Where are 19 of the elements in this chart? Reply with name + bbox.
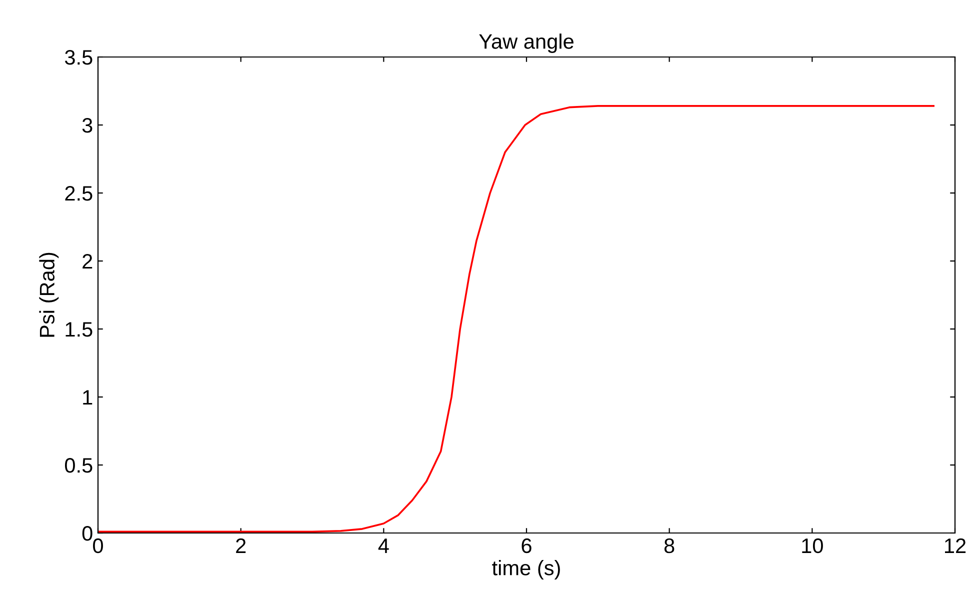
chart-title: Yaw angle	[479, 34, 574, 53]
x-tick-label: 4	[378, 538, 389, 553]
y-tick-label: 2.5	[65, 186, 92, 201]
x-tick-label: 10	[802, 538, 823, 554]
y-axis-title: Psi (Rad)	[39, 252, 59, 337]
x-tick-label: 12	[945, 538, 966, 553]
y-tick-label: 1	[83, 390, 92, 405]
y-tick-label: 3	[82, 118, 92, 133]
y-tick-label: 0.5	[64, 458, 92, 473]
y-tick-label: 0	[82, 526, 92, 541]
x-axis-title: time (s)	[492, 560, 560, 580]
y-tick-label: 3.5	[64, 50, 92, 65]
x-tick-label: 8	[664, 538, 674, 554]
line-series	[98, 105, 934, 533]
y-tick-label: 1.5	[66, 322, 92, 337]
x-tick-label: 2	[236, 538, 246, 553]
y-tick-label: 2	[82, 254, 92, 269]
x-tick-label: 6	[522, 538, 532, 554]
x-tick-label: 0	[93, 538, 103, 554]
